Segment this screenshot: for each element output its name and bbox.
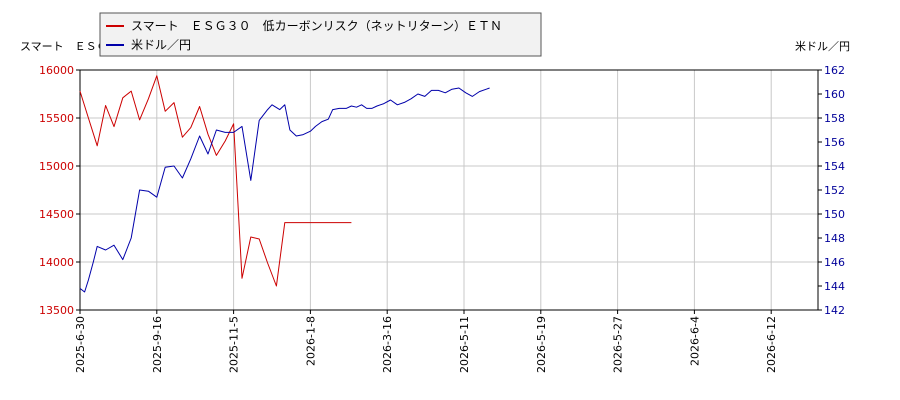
legend-label-usdjpy: 米ドル／円 — [131, 38, 191, 52]
series-line-usdjpy — [79, 87, 490, 293]
y-right-tick-label: 146 — [824, 256, 845, 269]
x-tick-label: 2025-11-5 — [228, 316, 241, 373]
y-left-tick-label: 14000 — [39, 256, 74, 269]
right-axis-title: 米ドル／円 — [795, 40, 850, 53]
axis-layer: 2025-6-30 2025-9-16 2025-11-5 2026-1-8 2026-… — [39, 64, 845, 373]
y-right-tick-label: 162 — [824, 64, 845, 77]
y-left-tick-label: 16000 — [39, 64, 74, 77]
x-tick-label: 2026-5-19 — [535, 316, 548, 373]
y-right-tick-label: 148 — [824, 232, 845, 245]
legend-label-esg: スマート ＥＳＧ３０ 低カーボンリスク（ネットリターン）ＥＴＮ — [131, 19, 502, 33]
y-right-tick-label: 144 — [824, 280, 845, 293]
plot-frame — [79, 69, 819, 311]
y-right-tick-label: 152 — [824, 184, 845, 197]
x-tick-label: 2025-6-30 — [74, 316, 87, 373]
y-right-tick-label: 154 — [824, 160, 845, 173]
x-tick-label: 2026-5-11 — [458, 316, 471, 373]
x-tick-label: 2026-5-27 — [612, 316, 625, 373]
y-right-tick-label: 158 — [824, 112, 845, 125]
y-right-tick-label: 150 — [824, 208, 845, 221]
x-tick-label: 2026-3-16 — [381, 316, 394, 373]
grid — [79, 69, 818, 311]
x-tick-label: 2025-9-16 — [151, 316, 164, 373]
y-left-tick-label: 15500 — [39, 112, 74, 125]
series-line-esg — [79, 75, 352, 287]
x-tick-label: 2026-6-12 — [765, 316, 778, 373]
x-tick-label: 2026-1-8 — [304, 316, 317, 366]
legend-box — [99, 12, 542, 57]
y-left-tick-label: 15000 — [39, 160, 74, 173]
x-tick-label: 2026-6-4 — [688, 316, 701, 366]
y-left-tick-label: 14500 — [39, 208, 74, 221]
y-right-tick-label: 142 — [824, 304, 845, 317]
y-left-tick-label: 13500 — [39, 304, 74, 317]
y-right-tick-label: 156 — [824, 136, 845, 149]
left-axis-title: スマート ＥＳＧ — [20, 40, 108, 53]
y-right-tick-label: 160 — [824, 88, 845, 101]
series-layer — [79, 75, 490, 293]
legend: スマート ＥＳＧ３０ 低カーボンリスク（ネットリターン）ＥＴＮ 米ドル／円 — [99, 12, 542, 57]
